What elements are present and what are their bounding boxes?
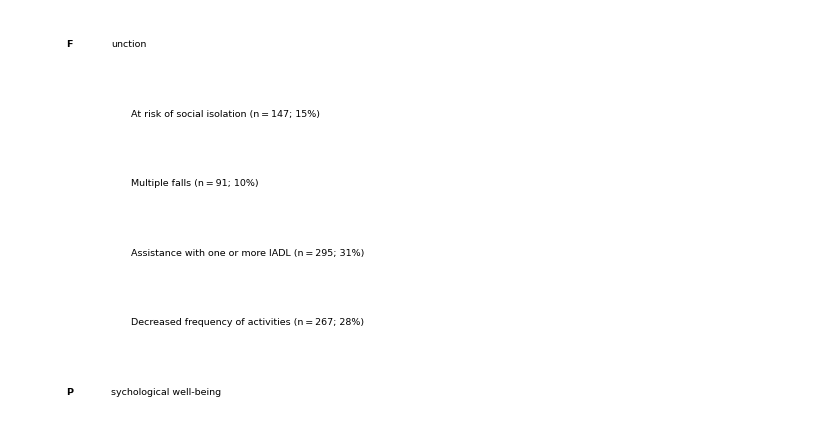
Text: F: F (66, 40, 72, 49)
Text: Decreased frequency of activities (n = 267; 28%): Decreased frequency of activities (n = 2… (131, 317, 365, 326)
Text: Assistance with one or more IADL (n = 295; 31%): Assistance with one or more IADL (n = 29… (131, 248, 365, 257)
Text: sychological well-being: sychological well-being (111, 387, 221, 396)
Text: At risk of social isolation (n = 147; 15%): At risk of social isolation (n = 147; 15… (131, 109, 320, 118)
Text: unction: unction (111, 40, 146, 49)
Text: Multiple falls (n = 91; 10%): Multiple falls (n = 91; 10%) (131, 179, 259, 188)
Text: P: P (66, 387, 73, 396)
